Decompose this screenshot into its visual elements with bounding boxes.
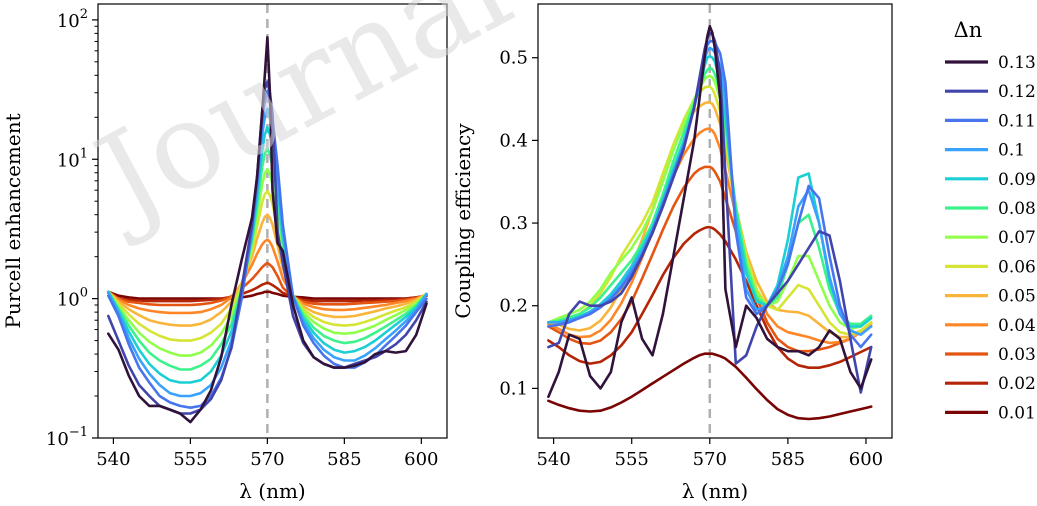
series-line-0.03 [547, 165, 873, 353]
legend-entry-label: 0.04 [998, 316, 1036, 336]
series-line-0.08 [547, 66, 873, 326]
y-tick-label: 100 [57, 286, 88, 311]
x-tick-label: 555 [173, 449, 207, 470]
y-tick-label: 101 [57, 146, 88, 171]
purcell-plot: 540 555 570 585 600 10−1 100 101 102 λ (nm) Purcel… [1, 3, 448, 503]
x-tick-label: 570 [693, 449, 727, 470]
series-line-0.12 [547, 31, 873, 394]
series-line-0.04 [107, 238, 428, 315]
series-line-0.05 [547, 101, 873, 339]
coupling-plot: 540 555 570 585 600 0.1 0.2 0.3 0.4 0.5 λ (nm) Coup… [451, 3, 893, 503]
x-tick-label: 555 [615, 449, 649, 470]
series-line-0.11 [547, 39, 873, 349]
x-tick-label: 540 [96, 449, 130, 470]
legend-entry-label: 0.12 [998, 82, 1036, 102]
series-line-0.05 [107, 213, 428, 327]
y-tick-label: 0.4 [499, 130, 528, 151]
y-tick-label: 0.1 [499, 378, 528, 399]
series-line-0.02 [547, 225, 873, 370]
legend-entry-label: 0.11 [998, 111, 1036, 131]
series-line-0.13 [547, 24, 873, 399]
axes-frame [97, 3, 448, 439]
series-line-0.08 [107, 146, 428, 371]
legend-entry-label: 0.05 [998, 287, 1036, 307]
axes-frame [537, 3, 893, 439]
series-line-0.03 [107, 261, 428, 307]
legend-entry-label: 0.02 [998, 374, 1036, 394]
series-line-0.01 [107, 290, 428, 300]
series-lines [547, 24, 873, 421]
series-line-0.04 [547, 127, 873, 345]
y-tick-label: 0.5 [499, 48, 528, 69]
y-axis-label: Purcell enhancement [1, 113, 25, 328]
y-tick-label: 0.2 [499, 296, 528, 317]
x-tick-label: 585 [771, 449, 805, 470]
series-lines [107, 35, 428, 424]
x-axis-label: λ (nm) [239, 479, 305, 503]
legend-title: Δn [954, 18, 983, 42]
legend-entry-label: 0.13 [998, 53, 1036, 73]
y-tick-label: 10−1 [46, 425, 88, 450]
x-tick-label: 540 [536, 449, 570, 470]
y-axis-label: Coupling efficiency [451, 123, 475, 319]
x-axis-label: λ (nm) [682, 479, 748, 503]
series-line-0.13 [107, 35, 428, 424]
legend-entry-label: 0.09 [998, 170, 1036, 190]
legend-entry-label: 0.07 [998, 228, 1036, 248]
series-line-0.07 [107, 167, 428, 357]
legend-entry-label: 0.03 [998, 345, 1036, 365]
series-line-0.1 [107, 107, 428, 398]
series-line-0.09 [107, 125, 428, 384]
legend-entry-label: 0.1 [998, 141, 1025, 161]
x-tick-label: 585 [327, 449, 361, 470]
series-line-0.06 [547, 85, 873, 337]
y-tick-label: 102 [57, 7, 88, 32]
legend-entry-label: 0.01 [998, 403, 1036, 423]
legend-entry-label: 0.08 [998, 199, 1036, 219]
series-line-0.07 [547, 74, 873, 331]
series-line-0.01 [547, 352, 873, 421]
y-tick-label: 0.3 [499, 213, 528, 234]
x-tick-label: 570 [250, 449, 284, 470]
x-tick-label: 600 [404, 449, 438, 470]
series-line-0.06 [107, 189, 428, 342]
series-line-0.02 [107, 281, 428, 303]
legend: Δn 0.13 0.12 0.11 0.1 0.09 0.08 0.07 0.06 0.05 0.0… [945, 18, 1036, 423]
series-line-0.09 [547, 54, 873, 328]
legend-entry-label: 0.06 [998, 257, 1036, 277]
x-tick-label: 600 [849, 449, 883, 470]
